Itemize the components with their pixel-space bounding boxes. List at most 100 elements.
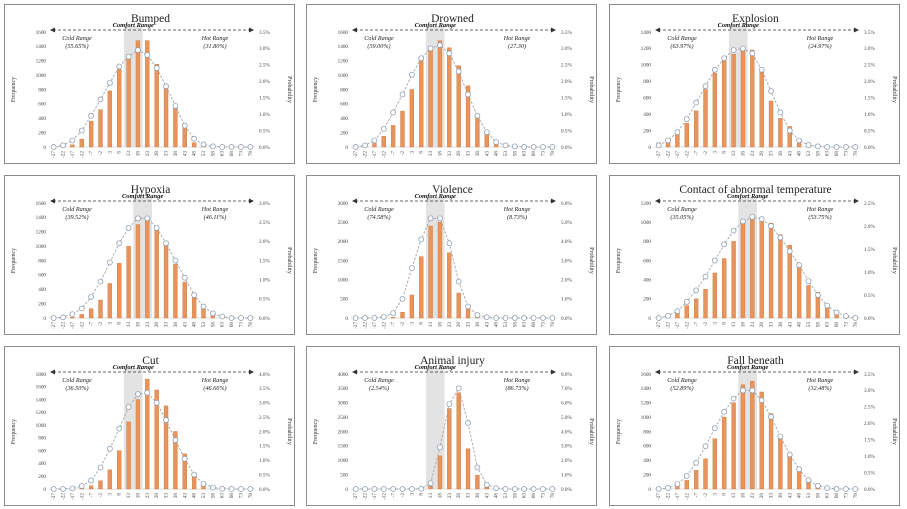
- x-tick-label: 28: [154, 493, 160, 499]
- probability-point: [97, 96, 104, 103]
- bar: [409, 294, 415, 319]
- bar: [712, 272, 718, 319]
- y-tick-label: 400: [38, 116, 46, 122]
- y-tick-label: 800: [643, 79, 651, 85]
- bar: [70, 144, 75, 148]
- probability-point: [409, 265, 415, 272]
- probability-point: [116, 63, 123, 70]
- probability-point: [824, 485, 831, 491]
- bar: [400, 110, 405, 148]
- x-tick-label: -27: [353, 151, 359, 158]
- probability-point: [107, 259, 113, 266]
- bar: [768, 100, 774, 148]
- y-tick-label: 1400: [338, 44, 349, 50]
- x-tick-label: -22: [61, 151, 67, 158]
- probability-point: [352, 486, 359, 492]
- bar: [731, 402, 736, 490]
- probability-point: [352, 315, 359, 321]
- y-tick-label: 800: [340, 87, 348, 93]
- probability-point: [210, 484, 216, 491]
- x-tick-label: 43: [787, 151, 793, 157]
- x-tick-label: 23: [145, 493, 151, 499]
- x-tick-label: 13: [428, 151, 434, 157]
- hot-range-label: Hot Range: [503, 206, 531, 213]
- probability-point: [740, 45, 746, 52]
- y2-tick-label: 0.0%: [864, 316, 875, 322]
- x-tick-label: 48: [192, 151, 198, 157]
- probability-point: [824, 144, 831, 150]
- x-tick-label: 58: [815, 322, 821, 328]
- probability-line: [658, 47, 856, 148]
- chart-panel: Animal injury Frequency Probability 0 500 100…: [306, 346, 597, 506]
- x-tick-label: 23: [750, 322, 756, 328]
- probability-point: [702, 443, 709, 450]
- comfort-range-label: Comfort Range: [415, 364, 456, 371]
- probability-point: [730, 395, 737, 402]
- x-tick-label: 63: [825, 493, 831, 499]
- x-tick-label: -2: [98, 151, 104, 156]
- x-tick-label: -12: [381, 151, 387, 158]
- y2-tick-label: 1.0%: [864, 270, 875, 276]
- probability-point: [815, 482, 821, 489]
- probability-point: [153, 225, 160, 231]
- x-tick-label: -17: [675, 322, 681, 329]
- y-tick-label: 1000: [36, 423, 47, 429]
- bar: [428, 49, 433, 148]
- x-tick-label: 8: [722, 322, 728, 325]
- x-tick-label: 3: [712, 493, 718, 496]
- arrow-head-left: [655, 198, 660, 204]
- cold-range-pct: (35.05%): [670, 214, 693, 221]
- x-tick-label: 63: [522, 493, 528, 499]
- x-tick-label: -2: [400, 493, 406, 498]
- x-tick-label: 68: [229, 151, 235, 157]
- probability-point: [833, 486, 840, 492]
- x-tick-label: -7: [694, 322, 700, 327]
- y2-tick-label: 4.0%: [259, 372, 270, 378]
- probability-line: [53, 392, 251, 490]
- x-tick-label: 58: [815, 151, 821, 157]
- probability-point: [437, 444, 443, 451]
- y2-tick-label: 3.5%: [561, 30, 572, 36]
- probability-point: [390, 486, 396, 492]
- x-tick-label: 33: [466, 151, 472, 157]
- y-tick-label: 2000: [338, 429, 349, 435]
- y-axis-label: Frequency: [11, 419, 17, 444]
- y2-tick-label: 3.5%: [864, 30, 875, 36]
- x-tick-label: -7: [391, 322, 397, 327]
- probability-point: [852, 315, 859, 321]
- y2-tick-label: 3.0%: [864, 46, 875, 52]
- probability-line: [658, 216, 856, 319]
- bar: [145, 378, 150, 490]
- bar: [456, 292, 461, 319]
- bar: [712, 72, 718, 148]
- y2-tick-label: 0.0%: [561, 145, 572, 151]
- y-tick-label: 200: [38, 474, 46, 480]
- probability-point: [721, 408, 728, 415]
- probability-point: [768, 223, 774, 229]
- x-tick-label: 78: [853, 493, 859, 499]
- bar: [447, 408, 452, 490]
- arrow-head-left: [352, 27, 357, 33]
- x-tick-label: 38: [778, 493, 784, 499]
- x-tick-label: 28: [154, 322, 160, 328]
- chart-title: Fall beneath: [727, 355, 784, 367]
- x-tick-label: 58: [210, 493, 216, 499]
- probability-point: [665, 137, 671, 144]
- bar: [173, 431, 178, 490]
- probability-point: [815, 292, 821, 298]
- probability-point: [712, 257, 718, 264]
- bar: [768, 413, 774, 490]
- probability-point: [50, 144, 57, 150]
- probability-point: [172, 103, 179, 109]
- probability-point: [200, 303, 207, 310]
- hot-range-label: Hot Range: [201, 377, 229, 384]
- cold-range-label: Cold Range: [62, 206, 92, 213]
- bar: [409, 89, 415, 148]
- y-tick-label: 1000: [338, 277, 349, 283]
- y2-tick-label: 1.0%: [259, 277, 270, 283]
- x-tick-label: 38: [778, 151, 784, 157]
- x-tick-label: 28: [154, 151, 160, 157]
- x-tick-label: -27: [353, 493, 359, 500]
- probability-point: [474, 112, 481, 119]
- probability-point: [833, 309, 840, 316]
